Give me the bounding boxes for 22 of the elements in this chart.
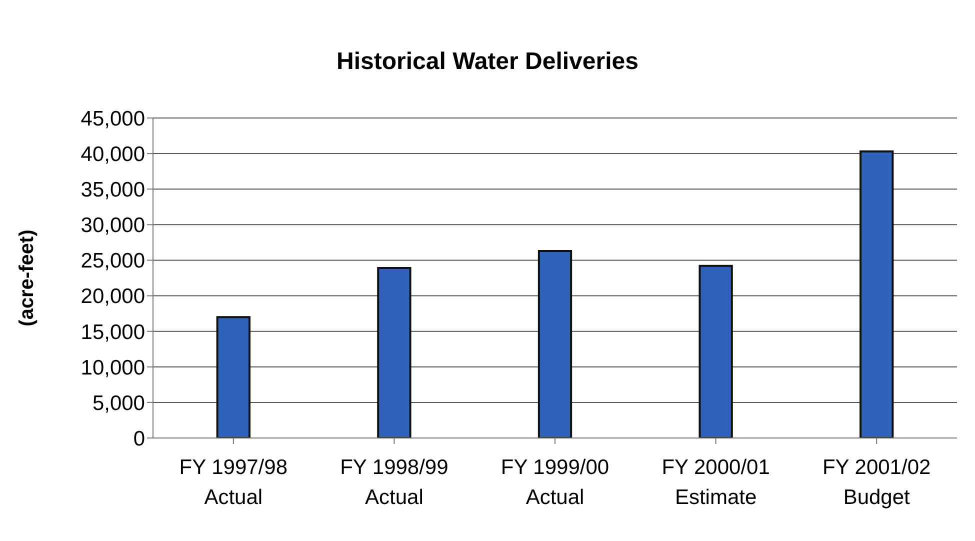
bar <box>538 250 572 438</box>
bar <box>698 264 733 438</box>
y-tick-label: 20,000 <box>80 285 145 308</box>
y-axis-title: (acre-feet) <box>16 230 38 326</box>
x-tick-label: FY 1998/99 Actual <box>340 456 448 509</box>
y-tick-label: 0 <box>133 427 145 450</box>
y-tick-label: 35,000 <box>80 178 145 202</box>
bar <box>377 267 412 438</box>
x-tick-label: FY 1999/00 Actual <box>500 456 610 509</box>
y-tick-label: 45,000 <box>80 107 145 130</box>
x-tick-label: FY 1997/98 Actual <box>179 456 288 509</box>
chart-title: Historical Water Deliveries <box>336 47 640 77</box>
bar <box>216 316 250 438</box>
bar <box>860 150 894 438</box>
y-tick-label: 30,000 <box>80 214 145 238</box>
y-tick-label: 10,000 <box>80 356 145 380</box>
y-tick-label: 25,000 <box>80 250 145 273</box>
x-tick-label: FY 2000/01 Estimate <box>662 456 770 509</box>
x-tick-label: FY 2001/02 Budget <box>822 456 931 509</box>
y-tick-label: 15,000 <box>80 320 145 344</box>
y-tick-label: 5,000 <box>92 392 145 415</box>
y-tick-label: 40,000 <box>80 143 145 166</box>
